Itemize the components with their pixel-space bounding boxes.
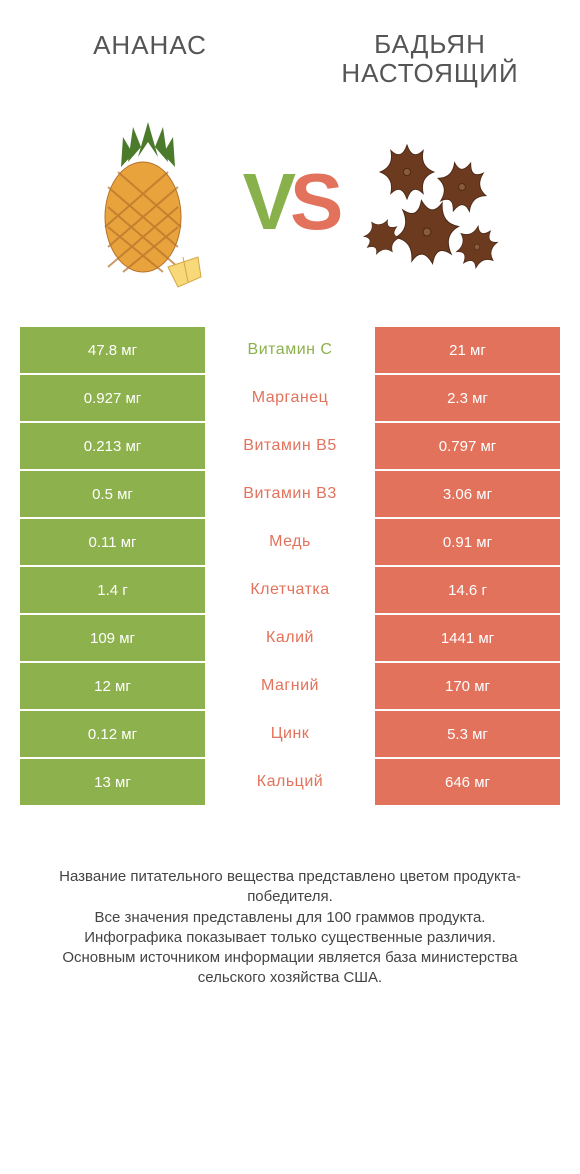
value-left: 0.5 мг xyxy=(20,471,205,517)
value-left: 0.11 мг xyxy=(20,519,205,565)
table-row: 1.4 гКлетчатка14.6 г xyxy=(20,567,560,613)
table-row: 12 мгМагний170 мг xyxy=(20,663,560,709)
vs-label: VS xyxy=(243,156,338,248)
value-right: 0.797 мг xyxy=(375,423,560,469)
value-right: 0.91 мг xyxy=(375,519,560,565)
value-right: 3.06 мг xyxy=(375,471,560,517)
title-right-line2: НАСТОЯЩИЙ xyxy=(290,59,570,88)
title-right: БАДЬЯН НАСТОЯЩИЙ xyxy=(290,30,570,87)
value-right: 170 мг xyxy=(375,663,560,709)
vs-v: V xyxy=(243,156,290,248)
table-row: 13 мгКальций646 мг xyxy=(20,759,560,805)
value-left: 12 мг xyxy=(20,663,205,709)
value-left: 109 мг xyxy=(20,615,205,661)
nutrient-label: Витамин B3 xyxy=(205,471,375,517)
footer-notes: Название питательного вещества представл… xyxy=(0,807,580,1029)
value-left: 0.213 мг xyxy=(20,423,205,469)
nutrient-label: Клетчатка xyxy=(205,567,375,613)
nutrient-label: Цинк xyxy=(205,711,375,757)
vs-s: S xyxy=(290,156,337,248)
value-right: 646 мг xyxy=(375,759,560,805)
nutrient-label: Калий xyxy=(205,615,375,661)
value-left: 0.12 мг xyxy=(20,711,205,757)
nutrient-label: Марганец xyxy=(205,375,375,421)
value-right: 2.3 мг xyxy=(375,375,560,421)
star-anise-icon xyxy=(347,107,517,297)
nutrient-label: Витамин B5 xyxy=(205,423,375,469)
table-row: 47.8 мгВитамин C21 мг xyxy=(20,327,560,373)
titles-row: АНАНАС БАДЬЯН НАСТОЯЩИЙ xyxy=(0,0,580,97)
table-row: 0.213 мгВитамин B50.797 мг xyxy=(20,423,560,469)
table-row: 0.11 мгМедь0.91 мг xyxy=(20,519,560,565)
title-left: АНАНАС xyxy=(10,30,290,87)
pineapple-icon xyxy=(63,107,233,297)
nutrient-label: Магний xyxy=(205,663,375,709)
table-row: 0.12 мгЦинк5.3 мг xyxy=(20,711,560,757)
nutrient-label: Витамин C xyxy=(205,327,375,373)
table-row: 109 мгКалий1441 мг xyxy=(20,615,560,661)
value-right: 14.6 г xyxy=(375,567,560,613)
value-right: 5.3 мг xyxy=(375,711,560,757)
value-right: 1441 мг xyxy=(375,615,560,661)
footer-line4: Основным источником информации является … xyxy=(30,948,550,989)
hero-row: VS xyxy=(0,97,580,327)
title-right-line1: БАДЬЯН xyxy=(290,30,570,59)
footer-line3: Инфографика показывает только существенн… xyxy=(30,928,550,948)
nutrient-label: Кальций xyxy=(205,759,375,805)
value-left: 13 мг xyxy=(20,759,205,805)
value-left: 1.4 г xyxy=(20,567,205,613)
comparison-table: 47.8 мгВитамин C21 мг0.927 мгМарганец2.3… xyxy=(0,327,580,805)
nutrient-label: Медь xyxy=(205,519,375,565)
value-left: 0.927 мг xyxy=(20,375,205,421)
value-left: 47.8 мг xyxy=(20,327,205,373)
value-right: 21 мг xyxy=(375,327,560,373)
footer-line2: Все значения представлены для 100 граммо… xyxy=(30,908,550,928)
table-row: 0.5 мгВитамин B33.06 мг xyxy=(20,471,560,517)
infographic-container: АНАНАС БАДЬЯН НАСТОЯЩИЙ xyxy=(0,0,580,1029)
footer-line1: Название питательного вещества представл… xyxy=(30,867,550,908)
table-row: 0.927 мгМарганец2.3 мг xyxy=(20,375,560,421)
